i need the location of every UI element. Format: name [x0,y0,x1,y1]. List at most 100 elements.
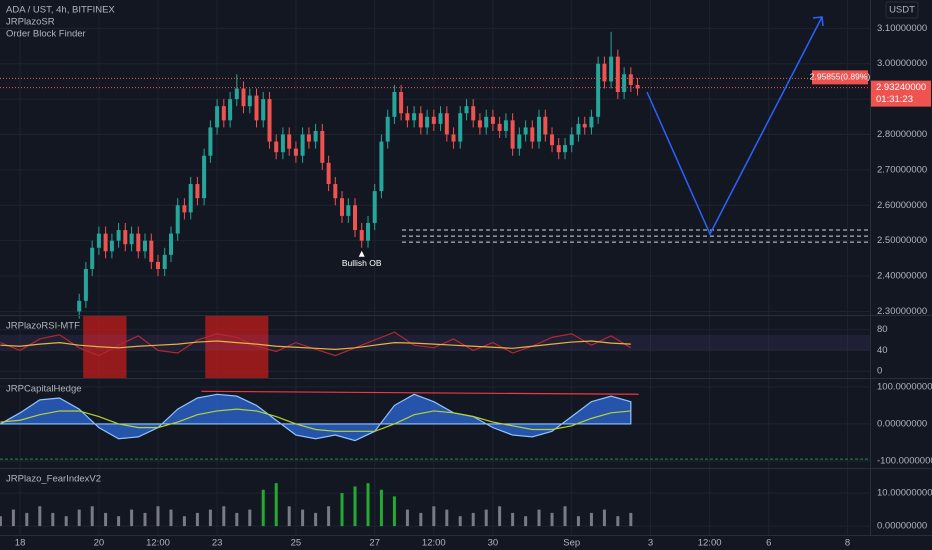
annotation-label: Bullish OB [342,258,382,268]
candle-body [175,205,180,234]
candle-body [274,141,279,153]
y-tick-label: 2.30000000 [877,306,927,317]
bar [143,512,147,527]
candle-body [399,92,404,114]
candle-body [596,63,601,117]
y-tick-label: 40 [877,345,888,356]
bar [314,512,318,527]
bar [169,509,173,527]
bar [537,509,541,527]
bar [589,512,593,527]
bar [602,509,606,527]
candle-body [550,134,555,146]
candle-body [372,191,377,223]
candle-body [182,205,187,213]
candle-body [458,113,463,142]
x-tick-label: Sep [563,538,580,549]
bar [117,516,121,527]
candle-body [300,134,305,156]
candle-body [261,99,266,121]
x-tick-label: 23 [212,538,223,549]
y-tick-label: 2.70000000 [877,164,927,175]
zone [0,334,870,351]
candle-body [340,198,345,216]
pane-title: JRPlazoRSI-MTF [6,321,80,332]
candle-body [556,145,561,153]
bar [195,512,199,527]
candle-body [503,120,508,131]
candle-body [366,222,371,241]
trend-line [201,390,639,395]
candle-body [169,233,174,255]
currency-label: USDT [889,5,915,16]
candle-body [589,116,594,128]
bar [0,516,2,527]
candle-body [123,230,128,245]
price-label: 2.95855(0.89%) [810,72,871,82]
candle-body [77,300,82,312]
candle-body [569,134,574,146]
bar [64,516,68,527]
y-tick-label: -100.00000000 [877,455,932,466]
candle-body [156,261,161,269]
annotation-marker [358,250,365,257]
candle-body [523,127,528,135]
candle-body [116,230,121,241]
candle-body [510,120,515,149]
bar [104,512,108,527]
candle-body [438,113,443,124]
candle-body [622,74,627,93]
y-tick-label: 0.00000000 [877,418,927,429]
candle-body [241,88,246,107]
bar [498,506,502,527]
y-tick-label: 3.00000000 [877,58,927,69]
candle-body [484,116,489,128]
candle-body [313,130,318,142]
bar [366,483,370,527]
candle-body [379,141,384,192]
candle-body [103,233,108,252]
last-price-label: 2.93240000 [876,82,926,93]
currency-badge[interactable] [885,1,919,19]
candle-body [425,116,430,128]
bar [182,516,186,527]
bar [550,512,554,527]
bar [379,489,383,527]
chart-title: ADA / UST, 4h, BITFINEX [6,5,115,16]
y-tick-label: 2.60000000 [877,200,927,211]
area [0,393,632,442]
candle-body [497,123,502,131]
candle-body [418,113,423,128]
y-tick-label: 10.00000000 [877,488,932,499]
candle-body [234,88,239,100]
candle-body [464,106,469,114]
bar [405,509,409,527]
line [0,408,631,432]
candle-body [543,116,548,135]
bar [156,506,160,527]
candle-body [333,184,338,199]
candle-body [287,134,292,149]
candle-body [628,74,633,85]
candle-body [326,162,331,185]
candle-body [353,205,358,231]
candle-body [392,92,397,117]
bar [445,509,449,527]
bar [77,509,81,527]
bar [471,512,475,527]
indicator-name: JRPlazoSR [6,17,55,28]
bar [38,506,42,527]
marks-layer [0,31,870,527]
x-tick-label: 8 [845,538,850,549]
candle-body [385,116,390,142]
bar [511,512,515,527]
y-tick-label: 2.80000000 [877,129,927,140]
candle-body [228,99,233,121]
bar [248,509,252,527]
bar [25,512,29,527]
line [0,331,632,357]
bar [353,486,357,527]
candle-body [188,184,193,213]
